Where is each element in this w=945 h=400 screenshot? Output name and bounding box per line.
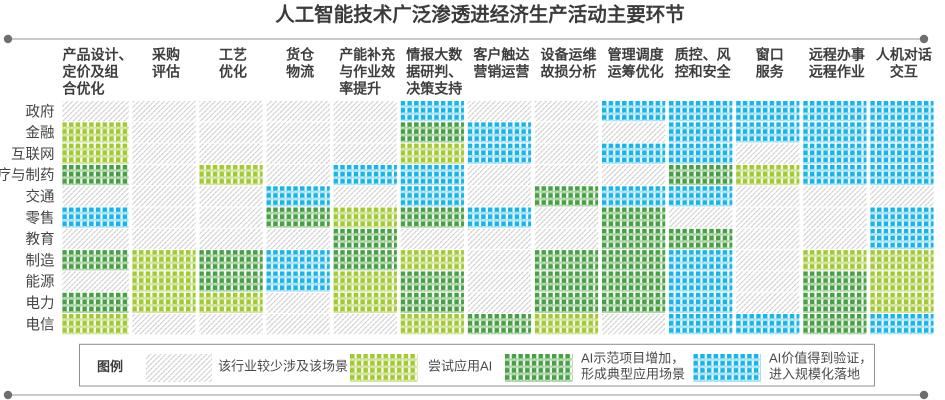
svg-text:医疗与制药: 医疗与制药 (0, 167, 55, 184)
svg-text:产能补充: 产能补充 (339, 47, 395, 63)
svg-text:进入规模化落地: 进入规模化落地 (769, 367, 860, 382)
svg-text:窗口: 窗口 (756, 47, 784, 63)
svg-text:故损分析: 故损分析 (541, 64, 597, 80)
svg-text:设备运维: 设备运维 (541, 47, 597, 63)
svg-text:优化: 优化 (219, 64, 247, 80)
svg-text:能源: 能源 (26, 274, 55, 291)
svg-text:工艺: 工艺 (219, 47, 247, 63)
svg-text:与作业效: 与作业效 (339, 64, 396, 80)
svg-text:远程作业: 远程作业 (809, 64, 865, 80)
svg-text:人工智能技术广泛渗透进经济生产活动主要环节: 人工智能技术广泛渗透进经济生产活动主要环节 (275, 3, 685, 26)
svg-text:电力: 电力 (26, 295, 55, 312)
svg-text:情报大数: 情报大数 (406, 47, 463, 63)
svg-text:质控、风: 质控、风 (675, 47, 731, 63)
svg-text:形成典型应用场景: 形成典型应用场景 (581, 367, 685, 382)
svg-text:客户触达: 客户触达 (472, 47, 529, 63)
svg-text:制造: 制造 (26, 252, 55, 269)
svg-text:AI价值得到验证，: AI价值得到验证， (769, 351, 872, 366)
svg-text:决策支持: 决策支持 (406, 81, 462, 97)
svg-text:图例: 图例 (97, 359, 123, 374)
svg-text:AI示范项目增加，: AI示范项目增加， (581, 351, 684, 366)
svg-text:人机对话: 人机对话 (876, 47, 932, 63)
svg-text:教育: 教育 (26, 231, 55, 248)
svg-text:交通: 交通 (26, 188, 55, 206)
svg-text:产品设计、: 产品设计、 (63, 47, 133, 63)
svg-text:据研判、: 据研判、 (406, 64, 462, 80)
svg-text:评估: 评估 (152, 64, 180, 80)
svg-text:控和安全: 控和安全 (675, 64, 732, 80)
svg-text:远程办事: 远程办事 (809, 47, 865, 63)
svg-text:电信: 电信 (26, 316, 55, 333)
svg-text:运筹优化: 运筹优化 (608, 64, 664, 80)
svg-text:服务: 服务 (756, 64, 785, 80)
svg-text:管理调度: 管理调度 (608, 47, 665, 63)
svg-text:率提升: 率提升 (339, 81, 381, 97)
svg-text:金融: 金融 (26, 125, 55, 142)
svg-text:货仓: 货仓 (285, 47, 315, 63)
svg-text:合优化: 合优化 (63, 81, 105, 97)
svg-text:交互: 交互 (890, 64, 918, 80)
svg-text:采购: 采购 (151, 47, 180, 63)
svg-text:互联网: 互联网 (11, 146, 55, 163)
svg-text:政府: 政府 (26, 103, 55, 120)
svg-text:该行业较少涉及该场景: 该行业较少涉及该场景 (218, 359, 348, 374)
svg-text:尝试应用AI: 尝试应用AI (428, 359, 492, 374)
svg-text:零售: 零售 (26, 210, 55, 227)
svg-text:营销运营: 营销运营 (473, 64, 529, 80)
svg-text:定价及组: 定价及组 (63, 64, 119, 80)
svg-text:物流: 物流 (286, 64, 314, 80)
